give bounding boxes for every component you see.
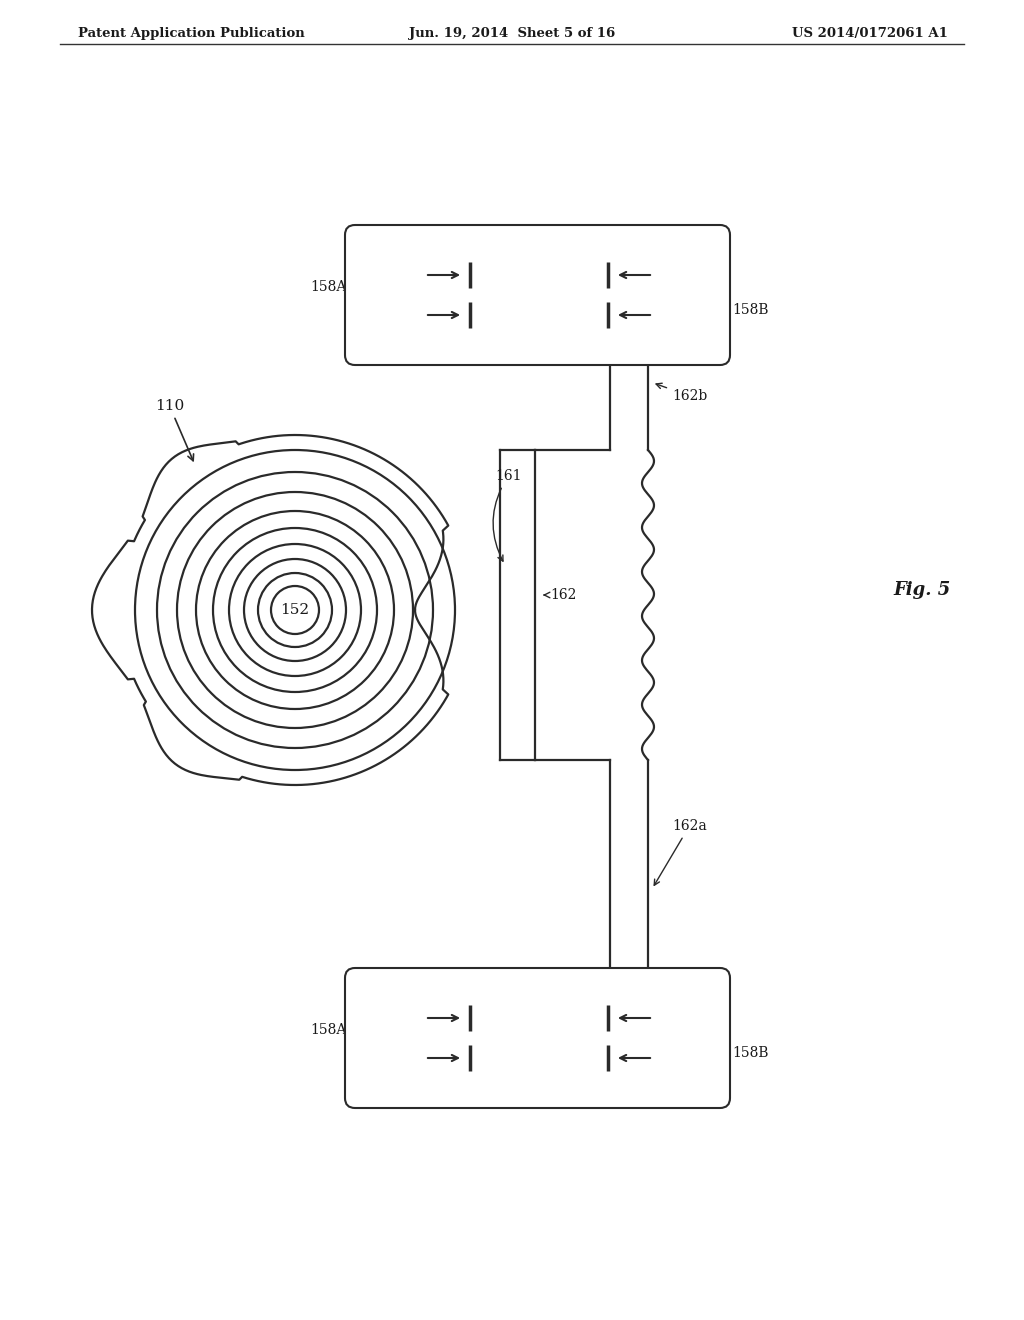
Text: 162a: 162a bbox=[654, 818, 707, 886]
Text: 161: 161 bbox=[494, 469, 521, 561]
Text: 158A: 158A bbox=[310, 280, 347, 294]
Text: 158A: 158A bbox=[310, 1023, 347, 1038]
Text: 158B: 158B bbox=[732, 1045, 768, 1060]
Text: 110: 110 bbox=[155, 399, 194, 461]
Text: Fig. 5: Fig. 5 bbox=[893, 581, 950, 599]
FancyBboxPatch shape bbox=[345, 224, 730, 366]
Text: US 2014/0172061 A1: US 2014/0172061 A1 bbox=[793, 26, 948, 40]
Text: 152: 152 bbox=[281, 603, 309, 616]
Text: 158B: 158B bbox=[732, 304, 768, 317]
Text: Jun. 19, 2014  Sheet 5 of 16: Jun. 19, 2014 Sheet 5 of 16 bbox=[409, 26, 615, 40]
Text: 162: 162 bbox=[550, 587, 577, 602]
Text: Patent Application Publication: Patent Application Publication bbox=[78, 26, 305, 40]
Text: 162b: 162b bbox=[656, 383, 708, 403]
FancyBboxPatch shape bbox=[345, 968, 730, 1107]
